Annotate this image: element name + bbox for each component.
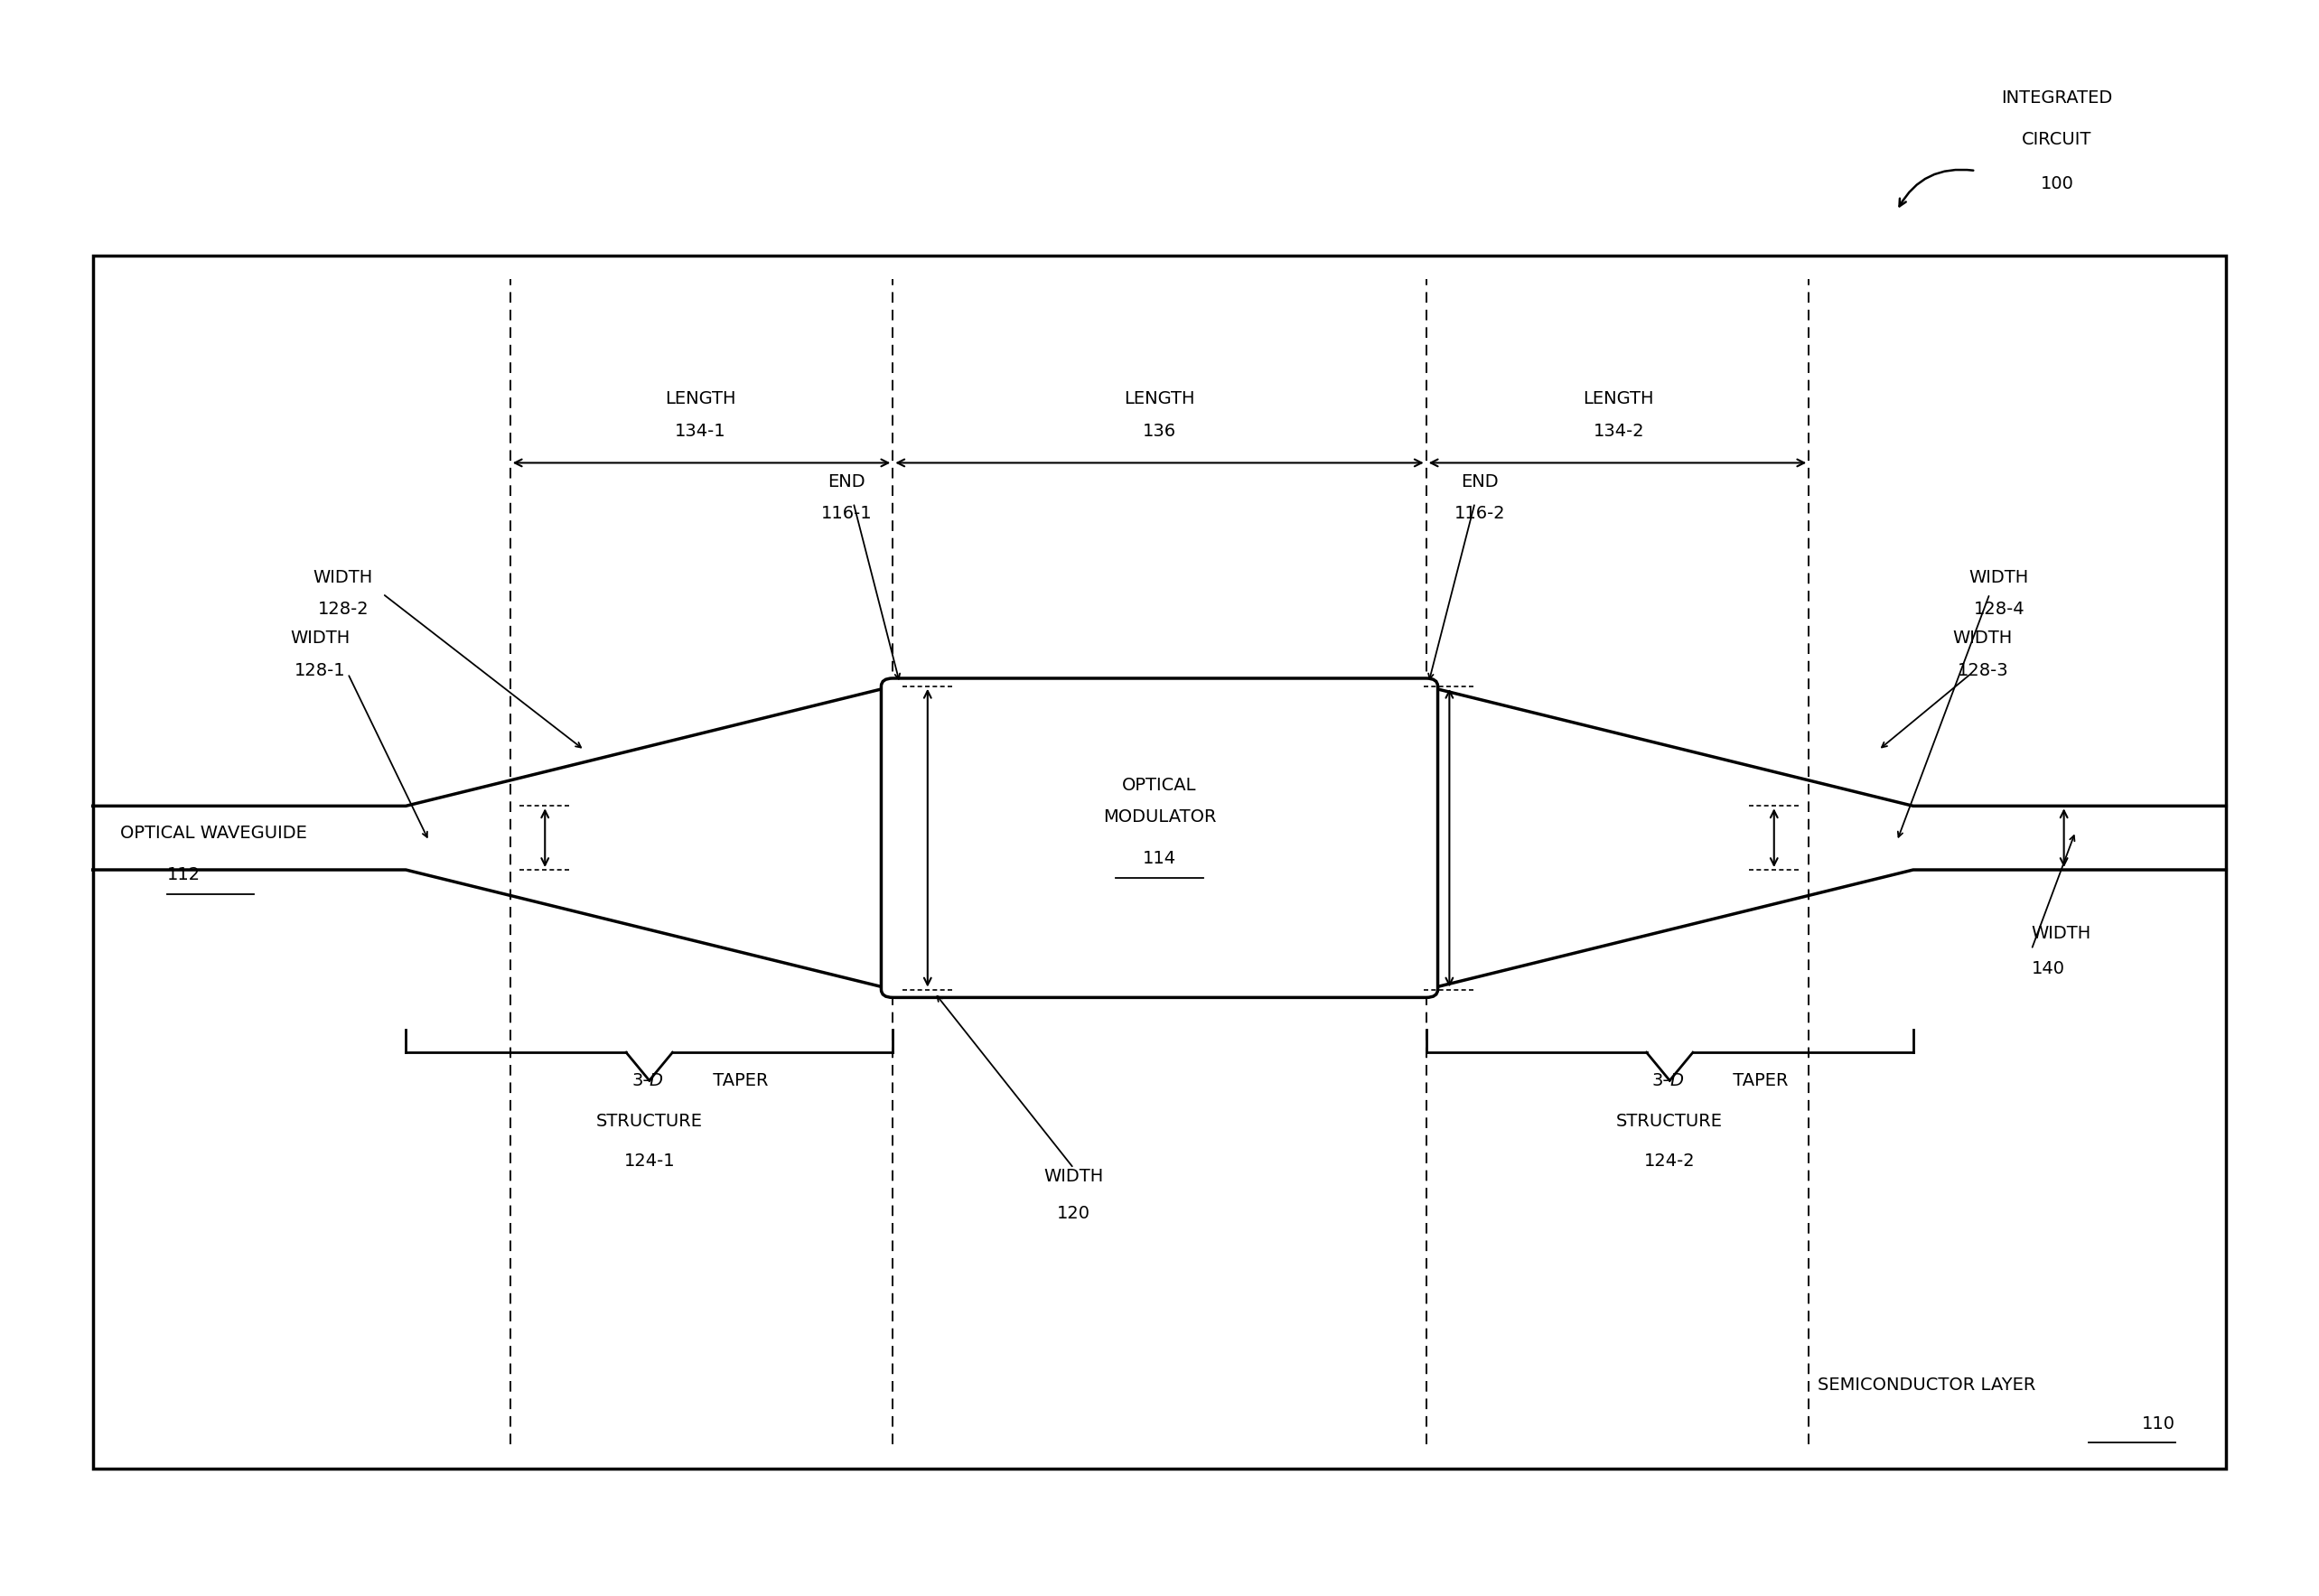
Text: WIDTH: WIDTH xyxy=(1953,630,2013,646)
Text: END: END xyxy=(828,474,865,490)
Text: TAPER: TAPER xyxy=(1728,1073,1788,1090)
Text: 140: 140 xyxy=(2031,961,2064,977)
Text: 114: 114 xyxy=(1143,851,1176,867)
Text: WIDTH: WIDTH xyxy=(2031,926,2092,942)
Text: WIDTH: WIDTH xyxy=(290,630,350,646)
Text: 134-2: 134-2 xyxy=(1593,423,1644,439)
FancyBboxPatch shape xyxy=(93,255,2226,1468)
Text: 116-2: 116-2 xyxy=(1454,506,1505,522)
Text: 128-4: 128-4 xyxy=(1973,602,2024,618)
Text: END: END xyxy=(1461,474,1498,490)
Text: 128-3: 128-3 xyxy=(1957,662,2008,678)
Text: SEMICONDUCTOR LAYER: SEMICONDUCTOR LAYER xyxy=(1818,1377,2036,1393)
Text: 110: 110 xyxy=(2143,1416,2175,1432)
Text: INTEGRATED: INTEGRATED xyxy=(2001,89,2113,107)
Text: 134-1: 134-1 xyxy=(675,423,726,439)
Text: OPTICAL: OPTICAL xyxy=(1122,777,1197,793)
Text: CIRCUIT: CIRCUIT xyxy=(2022,131,2092,148)
Text: STRUCTURE: STRUCTURE xyxy=(1616,1112,1723,1130)
Text: LENGTH: LENGTH xyxy=(666,391,735,407)
Text: 3-: 3- xyxy=(1651,1073,1670,1090)
Text: 128-2: 128-2 xyxy=(318,602,369,618)
Text: 120: 120 xyxy=(1057,1205,1090,1223)
Text: D: D xyxy=(649,1073,663,1090)
Text: MODULATOR: MODULATOR xyxy=(1104,809,1215,825)
Text: LENGTH: LENGTH xyxy=(1584,391,1653,407)
Text: OPTICAL WAVEGUIDE: OPTICAL WAVEGUIDE xyxy=(121,825,308,841)
Text: 124-1: 124-1 xyxy=(624,1152,675,1170)
Text: 136: 136 xyxy=(1143,423,1176,439)
Text: 112: 112 xyxy=(167,867,199,883)
Text: 124-2: 124-2 xyxy=(1644,1152,1695,1170)
Text: WIDTH: WIDTH xyxy=(1044,1168,1104,1186)
Text: LENGTH: LENGTH xyxy=(1125,391,1194,407)
Text: WIDTH: WIDTH xyxy=(313,570,373,586)
Text: TAPER: TAPER xyxy=(707,1073,768,1090)
Text: WIDTH: WIDTH xyxy=(1969,570,2029,586)
Text: 128-1: 128-1 xyxy=(295,662,346,678)
FancyBboxPatch shape xyxy=(881,678,1438,998)
Text: 3-: 3- xyxy=(631,1073,649,1090)
Text: 100: 100 xyxy=(2041,176,2073,193)
Text: D: D xyxy=(1670,1073,1684,1090)
Text: STRUCTURE: STRUCTURE xyxy=(596,1112,703,1130)
Text: 116-1: 116-1 xyxy=(821,506,872,522)
